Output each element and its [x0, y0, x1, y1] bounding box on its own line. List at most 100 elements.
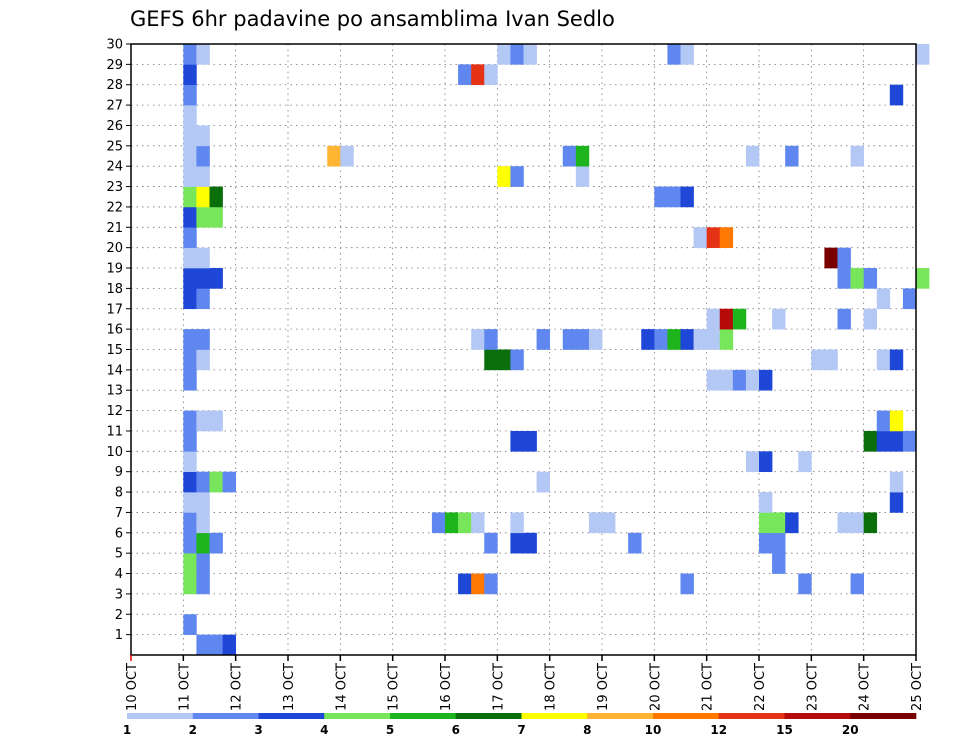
y-tick-label: 16	[106, 323, 123, 338]
precip-cell	[183, 125, 197, 147]
y-tick-label: 6	[115, 526, 123, 541]
y-tick-label: 19	[106, 262, 123, 277]
precip-cell	[850, 512, 864, 534]
colorbar-swatch	[324, 713, 391, 719]
precip-cell	[772, 532, 786, 554]
precip-cell	[471, 512, 485, 534]
precip-cell	[209, 268, 223, 289]
precip-cell	[196, 634, 210, 656]
colorbar-swatch	[258, 713, 325, 719]
precip-cell	[850, 573, 864, 595]
precip-cell	[706, 308, 721, 330]
precip-cell	[196, 492, 210, 513]
precip-cell	[183, 329, 197, 350]
y-tick-label: 30	[106, 38, 123, 53]
y-tick-label: 24	[106, 160, 123, 175]
colorbar-label: 6	[452, 723, 460, 737]
precip-cell	[196, 532, 210, 554]
precip-cell	[889, 84, 904, 106]
precip-cell	[510, 532, 524, 554]
precip-cell	[183, 268, 197, 289]
precip-cell	[562, 145, 577, 167]
precip-cell	[484, 349, 498, 371]
precip-cell	[183, 532, 197, 554]
precip-cell	[209, 471, 223, 493]
y-tick-label: 29	[106, 58, 123, 73]
precip-cell	[183, 451, 197, 472]
precip-cell	[536, 329, 550, 350]
colorbar-label: 15	[776, 723, 793, 737]
precip-cell	[719, 308, 734, 330]
precip-cell	[745, 145, 760, 167]
precip-cell	[837, 268, 851, 289]
precip-cell	[458, 64, 472, 86]
colorbar-swatch	[127, 713, 194, 719]
precip-cell	[863, 430, 878, 452]
precip-cell	[183, 492, 197, 513]
colorbar-swatch	[390, 713, 457, 719]
precip-cell	[209, 532, 223, 554]
precip-cell	[196, 247, 210, 269]
precip-cell	[759, 451, 773, 472]
colorbar-label: 20	[842, 723, 859, 737]
x-tick-label: 14 OCT	[334, 663, 349, 711]
precip-cell	[680, 186, 694, 208]
precip-cell	[196, 166, 210, 187]
precip-cell	[745, 451, 760, 472]
y-tick-label: 23	[106, 180, 123, 195]
y-tick-label: 5	[115, 547, 123, 562]
colorbar-swatch	[718, 713, 785, 719]
precip-cell	[523, 430, 537, 452]
x-tick-label: 23 OCT	[805, 663, 820, 711]
precip-cell	[523, 532, 537, 554]
precip-cell	[183, 247, 197, 269]
precip-cell	[196, 512, 210, 534]
colorbar: 1 2 3 4 5 6 7 8 10 12 15 20	[123, 713, 917, 737]
precip-cell	[759, 492, 773, 513]
precip-cell	[759, 532, 773, 554]
precip-cells	[183, 44, 930, 656]
x-tick-label: 24 OCT	[858, 663, 873, 711]
precip-cell	[445, 512, 459, 534]
y-tick-label: 21	[106, 221, 123, 236]
y-tick-label: 4	[115, 567, 123, 582]
precip-cell	[196, 573, 210, 595]
colorbar-label: 7	[517, 723, 525, 737]
precip-cell	[837, 247, 851, 269]
precip-cell	[484, 64, 498, 86]
colorbar-swatch	[653, 713, 720, 719]
precip-cell	[628, 532, 642, 554]
precip-cell	[706, 369, 721, 391]
precip-cell	[719, 227, 734, 248]
precip-cell	[876, 410, 891, 432]
x-tick-label: 18 OCT	[544, 663, 559, 711]
precip-cell	[183, 186, 197, 208]
precip-cell	[196, 206, 210, 228]
precip-cell	[458, 512, 472, 534]
x-tick-label: 17 OCT	[491, 663, 506, 711]
y-axis-ticks: 1234567891011121314151617181920212223242…	[106, 38, 131, 643]
y-tick-label: 25	[106, 139, 123, 154]
y-tick-label: 26	[106, 119, 123, 134]
colorbar-label: 2	[189, 723, 197, 737]
y-tick-label: 22	[106, 200, 123, 215]
precip-cell	[183, 288, 197, 310]
colorbar-label: 3	[254, 723, 262, 737]
precip-cell	[745, 369, 760, 391]
precip-cell	[183, 44, 197, 65]
precip-cell	[680, 573, 694, 595]
precip-cell	[196, 471, 210, 493]
precip-cell	[209, 206, 223, 228]
precip-cell	[196, 329, 210, 350]
precip-cell	[536, 471, 550, 493]
y-tick-label: 3	[115, 587, 123, 602]
precip-cell	[785, 145, 799, 167]
precip-cell	[183, 227, 197, 248]
precip-cell	[667, 329, 681, 350]
precip-cell	[183, 614, 197, 635]
x-tick-label: 13 OCT	[282, 663, 297, 711]
colorbar-label: 8	[583, 723, 591, 737]
precip-cell	[876, 288, 891, 310]
y-tick-label: 20	[106, 241, 123, 256]
precip-cell	[889, 430, 904, 452]
